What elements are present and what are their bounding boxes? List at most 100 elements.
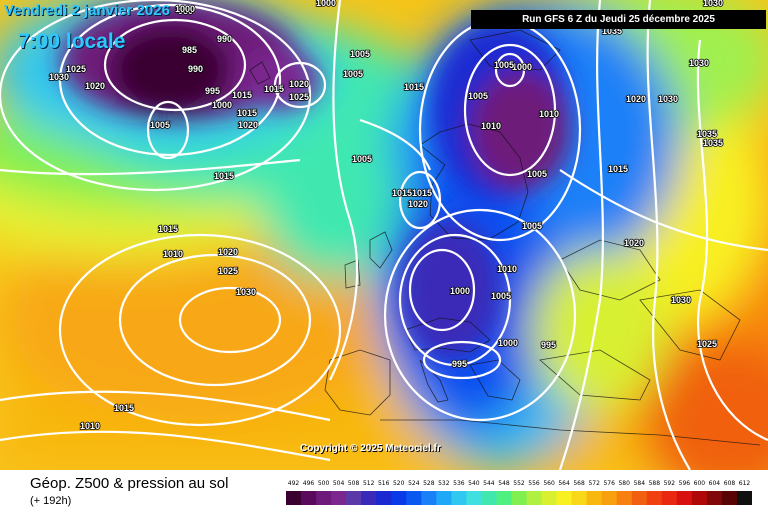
scale-swatch [346, 491, 362, 505]
pressure-label: 1015 [392, 188, 412, 198]
parameter-title: Géop. Z500 & pression au sol [30, 475, 229, 492]
pressure-label: 1015 [158, 224, 178, 234]
pressure-label: 1035 [703, 138, 723, 148]
scale-label: 576 [603, 480, 615, 487]
scale-label: 500 [317, 480, 330, 487]
scale-label: 520 [392, 480, 405, 487]
scale-swatch [571, 491, 588, 505]
pressure-label: 1015 [608, 164, 628, 174]
pressure-label: 995 [541, 340, 556, 350]
pressure-label: 1005 [468, 91, 488, 101]
pressure-label: 1005 [494, 60, 514, 70]
scale-label: 588 [648, 480, 661, 487]
scale-label: 592 [663, 480, 676, 487]
pressure-label: 1000 [450, 286, 470, 296]
scale-label: 612 [738, 480, 751, 487]
pressure-label: 1015 [404, 82, 424, 92]
pressure-label: 1025 [697, 339, 717, 349]
pressure-label: 1005 [343, 69, 363, 79]
legend-panel: Géop. Z500 & pression au sol (+ 192h) 49… [0, 470, 768, 512]
scale-label: 544 [483, 480, 495, 487]
pressure-label: 995 [205, 86, 220, 96]
scale-label: 604 [708, 480, 721, 487]
pressure-label: 1030 [703, 0, 723, 8]
pressure-label: 1000 [212, 100, 232, 110]
scale-swatch [301, 491, 317, 505]
lead-time: (+ 192h) [30, 495, 72, 507]
pressure-label: 1005 [352, 154, 372, 164]
model-run-info: Run GFS 6 Z du Jeudi 25 décembre 2025 [471, 10, 766, 29]
pressure-label: 1030 [671, 295, 691, 305]
scale-swatch [361, 491, 377, 505]
scale-label: 596 [678, 480, 691, 487]
pressure-label: 1020 [289, 79, 309, 89]
scale-swatch [676, 491, 693, 505]
scale-label: 540 [468, 480, 480, 487]
scale-swatch [526, 491, 543, 505]
scale-swatch [631, 491, 648, 505]
pressure-label: 1005 [150, 120, 170, 130]
pressure-label: 990 [188, 64, 203, 74]
scale-swatch [316, 491, 332, 505]
scale-label: 532 [438, 480, 450, 487]
pressure-label: 1010 [80, 421, 100, 431]
scale-label: 608 [723, 480, 736, 487]
scale-swatch [616, 491, 633, 505]
pressure-label: 1005 [491, 291, 511, 301]
pressure-label: 1020 [408, 199, 428, 209]
scale-label: 548 [498, 480, 510, 487]
scale-swatch [436, 491, 452, 505]
scale-swatch [511, 491, 528, 505]
scale-label: 512 [362, 480, 375, 487]
scale-label: 580 [618, 480, 630, 487]
copyright-notice: Copyright © 2025 Meteociel.fr [300, 443, 441, 454]
pressure-label: 1015 [214, 171, 234, 181]
scale-swatch [496, 491, 512, 505]
pressure-label: 1030 [236, 287, 256, 297]
color-scale-bar [286, 491, 752, 505]
pressure-label: 1030 [658, 94, 678, 104]
color-scale-labels: 492 496 500 504 508 512 516 520 524 528 532 536 540 5… [286, 480, 752, 490]
scale-swatch [331, 491, 347, 505]
pressure-map: 980 985 990 990 995 1000 1005 1015 1020 … [0, 0, 768, 470]
pressure-label: 1035 [602, 26, 622, 36]
pressure-label: 1020 [218, 247, 238, 257]
pressure-label: 1000 [316, 0, 336, 8]
pressure-label: 1005 [527, 169, 547, 179]
pressure-label: 1015 [412, 188, 432, 198]
pressure-label: 1035 [697, 129, 717, 139]
scale-swatch [466, 491, 482, 505]
scale-swatch [601, 491, 618, 505]
pressure-label: 1030 [689, 58, 709, 68]
pressure-label: 995 [452, 359, 467, 369]
geopotential-field [0, 0, 768, 470]
isobars [0, 0, 768, 470]
scale-label: 572 [588, 480, 600, 487]
scale-label: 552 [513, 480, 525, 487]
scale-swatch [286, 491, 302, 505]
pressure-label: 980 [178, 6, 193, 16]
scale-swatch [541, 491, 558, 505]
scale-label: 508 [347, 480, 360, 487]
scale-label: 560 [543, 480, 555, 487]
pressure-label: 1020 [85, 81, 105, 91]
pressure-label: 1010 [481, 121, 501, 131]
scale-swatch [556, 491, 573, 505]
scale-swatch [451, 491, 467, 505]
pressure-label: 1000 [175, 4, 195, 14]
scale-swatch [661, 491, 678, 505]
scale-label: 504 [332, 480, 345, 487]
pressure-label: 1025 [218, 266, 238, 276]
scale-swatch [481, 491, 497, 505]
pressure-label: 1020 [238, 120, 258, 130]
scale-swatch [391, 491, 407, 505]
scale-label: 564 [558, 480, 570, 487]
pressure-label: 1025 [289, 92, 309, 102]
scale-label: 556 [528, 480, 540, 487]
scale-swatch [736, 491, 752, 505]
pressure-label: 1005 [350, 49, 370, 59]
scale-swatch [706, 491, 723, 505]
scale-label: 524 [408, 480, 420, 487]
scale-label: 584 [633, 480, 646, 487]
